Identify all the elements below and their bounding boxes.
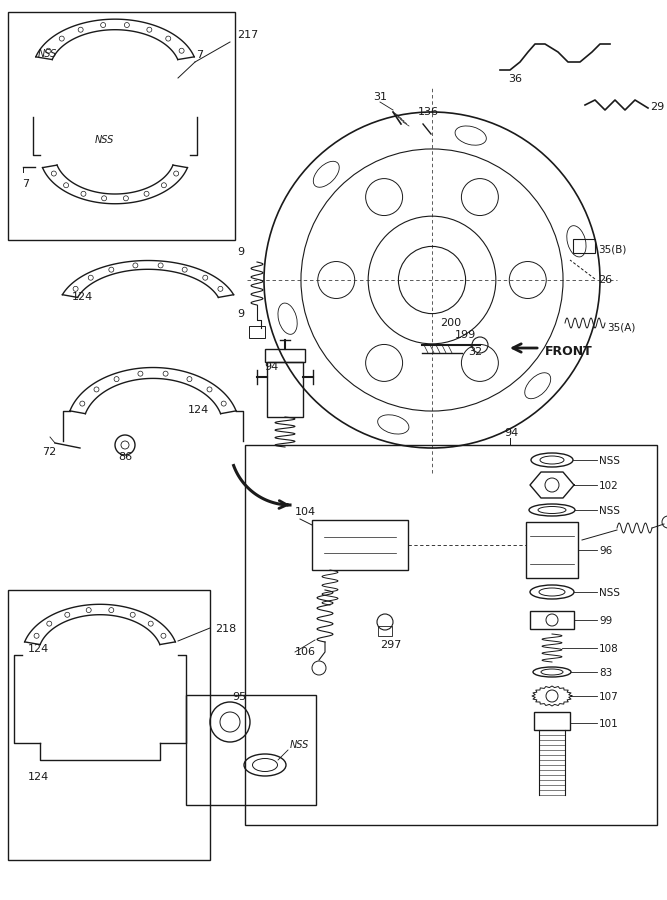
Text: 106: 106 (295, 647, 316, 657)
Bar (8, 590, 210, 860)
Text: 35(A): 35(A) (607, 322, 636, 332)
Bar (526, 522, 578, 578)
Bar (573, 239, 595, 253)
Text: 297: 297 (380, 640, 402, 650)
Text: 94: 94 (264, 362, 278, 372)
Text: NSS: NSS (599, 456, 620, 466)
Text: 101: 101 (599, 719, 619, 729)
Text: NSS: NSS (290, 740, 309, 750)
Text: 95: 95 (232, 692, 246, 702)
Bar (534, 712, 570, 730)
Text: 96: 96 (599, 546, 612, 556)
Text: 199: 199 (455, 330, 476, 340)
Text: 9: 9 (237, 247, 244, 257)
Bar (378, 626, 392, 636)
Text: 31: 31 (373, 92, 387, 102)
Text: 124: 124 (28, 644, 49, 654)
Bar (8, 12, 235, 240)
Text: 36: 36 (508, 74, 522, 84)
Text: 124: 124 (72, 292, 93, 302)
Text: 102: 102 (599, 481, 619, 491)
Text: NSS: NSS (95, 135, 114, 145)
Text: 86: 86 (118, 452, 132, 462)
Text: 104: 104 (295, 507, 316, 517)
Bar (245, 445, 657, 825)
Text: 32: 32 (468, 347, 482, 357)
Text: 7: 7 (22, 179, 29, 189)
Text: 99: 99 (599, 616, 612, 626)
Text: 217: 217 (237, 30, 258, 40)
Bar (249, 326, 265, 338)
Text: 94: 94 (504, 428, 518, 438)
Text: 218: 218 (215, 624, 236, 634)
Text: 83: 83 (599, 668, 612, 678)
Text: NSS: NSS (599, 506, 620, 516)
Text: 26: 26 (598, 275, 612, 285)
Text: 35(B): 35(B) (598, 244, 626, 254)
Text: 124: 124 (188, 405, 209, 415)
Bar (267, 362, 303, 417)
Bar (530, 611, 574, 629)
Text: 124: 124 (28, 772, 49, 782)
Text: 200: 200 (440, 318, 461, 328)
Text: 136: 136 (418, 107, 439, 117)
Bar (186, 695, 316, 805)
Text: 107: 107 (599, 692, 619, 702)
Text: NSS: NSS (599, 588, 620, 598)
Text: NSS: NSS (38, 49, 57, 59)
Bar (265, 349, 305, 362)
Text: 7: 7 (196, 50, 203, 60)
Text: FRONT: FRONT (545, 345, 593, 358)
Text: 72: 72 (42, 447, 56, 457)
Text: 9: 9 (237, 309, 244, 319)
Text: 108: 108 (599, 644, 619, 654)
Bar (312, 520, 408, 570)
Text: 29: 29 (650, 102, 664, 112)
